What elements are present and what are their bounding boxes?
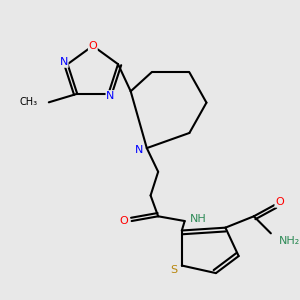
Text: N: N — [60, 57, 68, 67]
Text: O: O — [88, 41, 97, 51]
Text: NH: NH — [190, 214, 206, 224]
Text: NH₂: NH₂ — [278, 236, 300, 246]
Text: CH₃: CH₃ — [19, 97, 38, 107]
Text: O: O — [120, 216, 128, 226]
Text: N: N — [135, 145, 143, 155]
Text: N: N — [106, 91, 115, 101]
Text: S: S — [171, 265, 178, 275]
Text: O: O — [275, 197, 284, 207]
